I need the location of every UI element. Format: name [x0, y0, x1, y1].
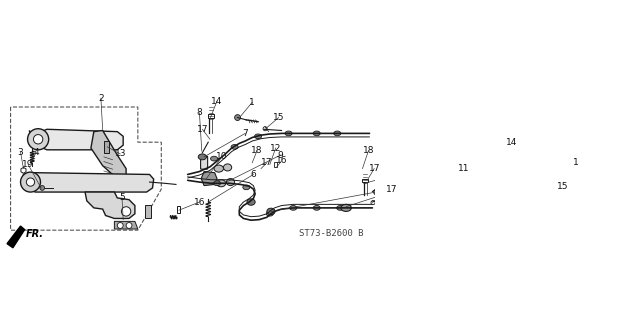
Text: 17: 17 — [369, 164, 380, 173]
Ellipse shape — [243, 185, 250, 190]
Text: 9: 9 — [278, 151, 284, 160]
Text: 4: 4 — [33, 148, 39, 157]
Polygon shape — [21, 167, 26, 173]
Circle shape — [122, 207, 131, 216]
Ellipse shape — [247, 199, 255, 205]
Text: 15: 15 — [273, 113, 284, 122]
Text: 15: 15 — [557, 182, 569, 191]
Ellipse shape — [290, 205, 297, 210]
Ellipse shape — [313, 131, 320, 136]
Polygon shape — [115, 221, 138, 229]
Text: 17: 17 — [261, 158, 273, 167]
Ellipse shape — [266, 211, 273, 216]
Text: 8: 8 — [196, 108, 202, 117]
Bar — [362, 179, 368, 182]
Circle shape — [126, 223, 132, 228]
Polygon shape — [91, 130, 126, 179]
Ellipse shape — [216, 180, 226, 187]
Ellipse shape — [267, 208, 275, 215]
Text: 6: 6 — [250, 170, 256, 179]
Text: 17: 17 — [386, 185, 397, 194]
Ellipse shape — [223, 164, 232, 171]
Ellipse shape — [198, 154, 207, 160]
Ellipse shape — [214, 181, 221, 186]
Text: 2: 2 — [98, 94, 104, 103]
Polygon shape — [145, 205, 151, 219]
Text: 18: 18 — [363, 146, 374, 155]
Circle shape — [26, 178, 35, 186]
Polygon shape — [29, 129, 123, 150]
FancyBboxPatch shape — [200, 156, 207, 169]
Text: 3: 3 — [18, 148, 24, 157]
Ellipse shape — [337, 205, 344, 210]
Text: 17: 17 — [196, 125, 208, 134]
Polygon shape — [85, 192, 135, 219]
Text: 12: 12 — [270, 144, 282, 152]
Text: 16: 16 — [276, 156, 287, 166]
Text: 1: 1 — [573, 158, 579, 167]
Circle shape — [33, 135, 43, 144]
Ellipse shape — [227, 179, 235, 186]
Ellipse shape — [285, 131, 292, 136]
Text: ST73-B2600 B: ST73-B2600 B — [299, 229, 364, 238]
Text: FR.: FR. — [26, 229, 44, 239]
Polygon shape — [104, 141, 109, 153]
Bar — [274, 161, 277, 167]
Text: 13: 13 — [115, 149, 126, 159]
Circle shape — [374, 189, 380, 195]
Circle shape — [371, 201, 375, 205]
Text: 7: 7 — [243, 129, 248, 138]
Ellipse shape — [333, 131, 340, 136]
Text: 11: 11 — [458, 164, 469, 173]
Circle shape — [28, 129, 49, 150]
Polygon shape — [10, 107, 161, 230]
Text: 1: 1 — [250, 98, 255, 107]
Ellipse shape — [313, 205, 320, 210]
Circle shape — [20, 172, 40, 192]
Text: 5: 5 — [119, 193, 125, 203]
Ellipse shape — [340, 204, 351, 211]
Text: 16: 16 — [194, 197, 205, 206]
Bar — [207, 114, 214, 118]
Ellipse shape — [211, 156, 218, 161]
Ellipse shape — [214, 165, 223, 172]
Text: 14: 14 — [211, 97, 223, 106]
Circle shape — [40, 186, 45, 190]
Polygon shape — [201, 172, 217, 186]
Text: 18: 18 — [251, 146, 262, 155]
Polygon shape — [24, 173, 154, 192]
Circle shape — [117, 223, 123, 228]
Text: 10: 10 — [216, 152, 227, 161]
Text: 19: 19 — [22, 160, 34, 169]
Circle shape — [263, 127, 267, 131]
Polygon shape — [7, 226, 24, 248]
Ellipse shape — [255, 134, 262, 139]
Ellipse shape — [231, 145, 238, 149]
Text: 14: 14 — [506, 138, 518, 147]
Bar — [177, 205, 180, 212]
Circle shape — [235, 115, 241, 121]
